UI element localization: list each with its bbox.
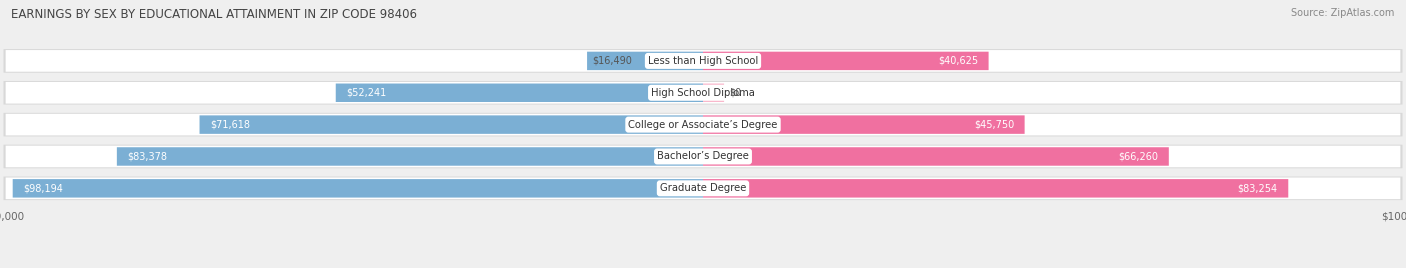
Text: Less than High School: Less than High School (648, 56, 758, 66)
Text: $83,254: $83,254 (1237, 183, 1278, 193)
Text: EARNINGS BY SEX BY EDUCATIONAL ATTAINMENT IN ZIP CODE 98406: EARNINGS BY SEX BY EDUCATIONAL ATTAINMEN… (11, 8, 418, 21)
FancyBboxPatch shape (703, 179, 1288, 198)
FancyBboxPatch shape (703, 147, 1168, 166)
Text: High School Diploma: High School Diploma (651, 88, 755, 98)
Text: $66,260: $66,260 (1118, 151, 1159, 162)
FancyBboxPatch shape (703, 116, 1025, 134)
FancyBboxPatch shape (3, 177, 1403, 200)
Text: $98,194: $98,194 (24, 183, 63, 193)
Text: Source: ZipAtlas.com: Source: ZipAtlas.com (1291, 8, 1395, 18)
Text: $45,750: $45,750 (974, 120, 1014, 130)
FancyBboxPatch shape (6, 177, 1400, 199)
FancyBboxPatch shape (588, 52, 703, 70)
Text: $71,618: $71,618 (209, 120, 250, 130)
FancyBboxPatch shape (336, 84, 703, 102)
Text: $52,241: $52,241 (346, 88, 387, 98)
FancyBboxPatch shape (3, 113, 1403, 136)
Text: $16,490: $16,490 (593, 56, 633, 66)
FancyBboxPatch shape (200, 116, 703, 134)
Text: Graduate Degree: Graduate Degree (659, 183, 747, 193)
FancyBboxPatch shape (6, 114, 1400, 135)
FancyBboxPatch shape (117, 147, 703, 166)
Text: $40,625: $40,625 (938, 56, 979, 66)
FancyBboxPatch shape (6, 82, 1400, 104)
Text: College or Associate’s Degree: College or Associate’s Degree (628, 120, 778, 130)
FancyBboxPatch shape (6, 50, 1400, 72)
Text: $83,378: $83,378 (128, 151, 167, 162)
FancyBboxPatch shape (3, 81, 1403, 105)
FancyBboxPatch shape (6, 146, 1400, 167)
FancyBboxPatch shape (3, 49, 1403, 73)
FancyBboxPatch shape (703, 52, 988, 70)
Text: Bachelor’s Degree: Bachelor’s Degree (657, 151, 749, 162)
FancyBboxPatch shape (703, 84, 724, 102)
FancyBboxPatch shape (3, 145, 1403, 168)
Text: $0: $0 (730, 88, 742, 98)
FancyBboxPatch shape (13, 179, 703, 198)
